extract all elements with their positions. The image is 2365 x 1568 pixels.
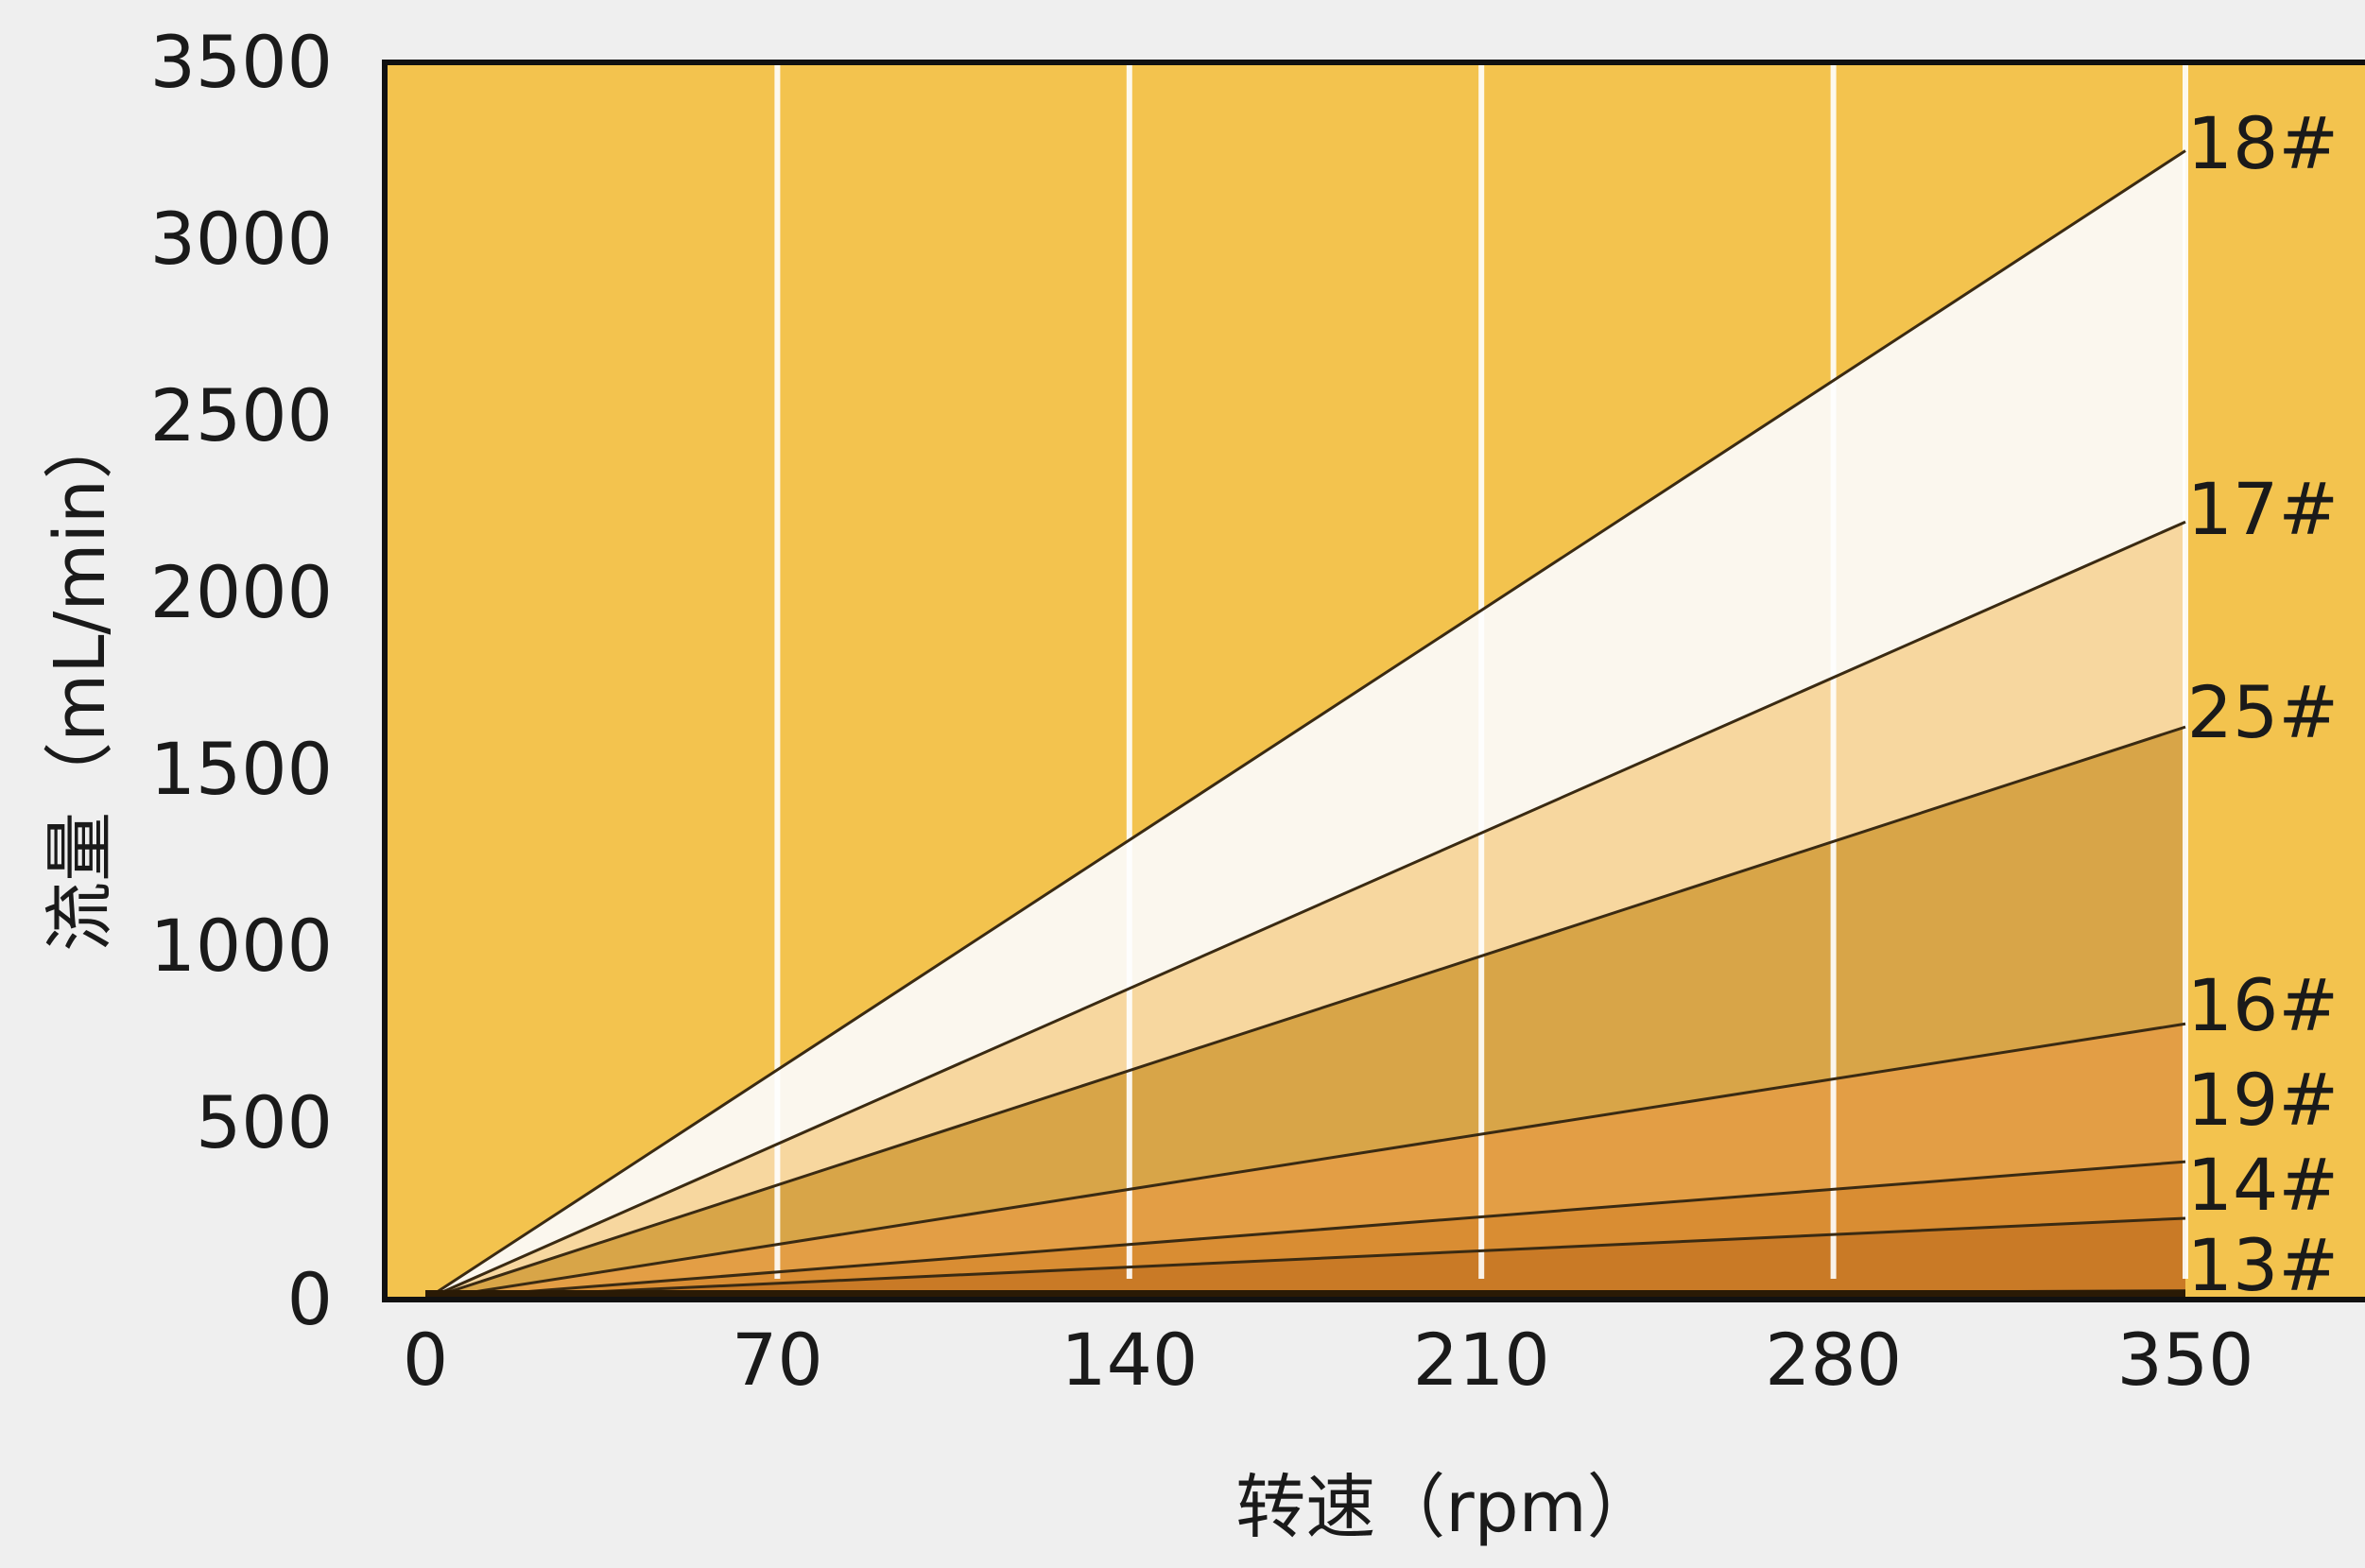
series-label-17: 17# — [2187, 467, 2339, 551]
plot-frame — [382, 60, 2365, 1302]
series-label-25: 25# — [2187, 670, 2339, 754]
x-tick-210: 210 — [1413, 1318, 1550, 1402]
series-label-13: 13# — [2187, 1223, 2339, 1307]
y-tick-3500: 3500 — [150, 20, 333, 104]
line-14 — [424, 1216, 2186, 1301]
y-tick-1000: 1000 — [150, 904, 333, 988]
line-16 — [424, 1022, 2186, 1301]
x-axis-title: 转速（rpm） — [1235, 1467, 1656, 1548]
y-tick-3000: 3000 — [150, 197, 333, 281]
y-tick-1500: 1500 — [150, 727, 333, 811]
line-18 — [424, 149, 2186, 1301]
y-tick-0: 0 — [287, 1257, 333, 1341]
y-tick-2500: 2500 — [150, 373, 333, 457]
y-tick-labels: 0 500 1000 1500 2000 2500 3000 3500 — [150, 20, 333, 1341]
x-tick-280: 280 — [1765, 1318, 1902, 1402]
x-tick-350: 350 — [2116, 1318, 2253, 1402]
series-label-18: 18# — [2187, 101, 2339, 185]
series-label-16: 16# — [2187, 963, 2339, 1047]
line-19 — [424, 1160, 2186, 1301]
x-tick-labels: 0 70 140 210 280 350 — [403, 1318, 2254, 1402]
x-tick-140: 140 — [1061, 1318, 1198, 1402]
line-17 — [424, 520, 2186, 1301]
x-tick-0: 0 — [403, 1318, 448, 1402]
y-tick-500: 500 — [196, 1080, 333, 1164]
y-axis-title: 流量（mL/min） — [40, 409, 121, 952]
series-label-19: 19# — [2187, 1058, 2339, 1142]
line-25 — [424, 725, 2186, 1301]
series-labels: 18# 17# 25# 16# 19#14#13# — [2187, 101, 2339, 1307]
y-tick-2000: 2000 — [150, 550, 333, 634]
x-tick-70: 70 — [732, 1318, 823, 1402]
vertical-gridlines — [774, 62, 2188, 1279]
series-label-14: 14# — [2187, 1143, 2339, 1227]
